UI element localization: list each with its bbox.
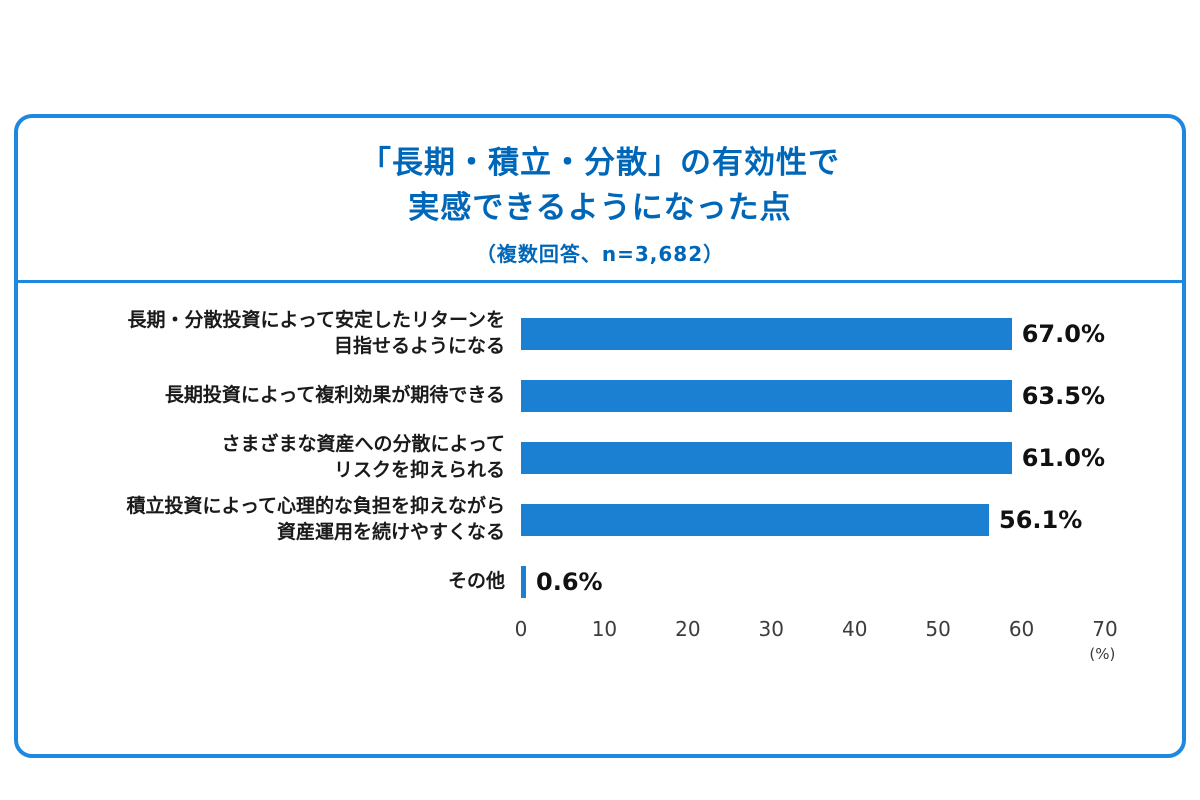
category-label: 積立投資によって心理的な負担を抑えながら 資産運用を続けやすくなる [126, 495, 505, 543]
bar-row: その他 0.6% [18, 553, 1182, 611]
bar [521, 380, 1012, 412]
x-axis: 0 10 20 30 40 50 60 70 (%) [515, 617, 1118, 677]
x-tick-50: 50 [925, 617, 951, 641]
x-tick-0: 0 [514, 617, 528, 641]
bar [521, 442, 1012, 474]
bar-track: 67.0% [521, 318, 1105, 350]
x-tick-20: 20 [675, 617, 701, 641]
bar-value-label: 67.0% [1021, 320, 1105, 348]
bar-row: さまざまな資産への分散によって リスクを抑えられる 61.0% [18, 429, 1182, 487]
bar-chart: 長期・分散投資によって安定したリターンを 目指せるようになる 67.0% 長期投資に… [18, 283, 1182, 677]
chart-subtitle: （複数回答、n=3,682） [475, 242, 725, 267]
bar-row: 長期投資によって複利効果が期待できる 63.5% [18, 367, 1182, 425]
category-label: さまざまな資産への分散によって リスクを抑えられる [221, 433, 505, 481]
bar-track: 0.6% [521, 566, 1105, 598]
x-tick-10: 10 [591, 617, 618, 641]
chart-card: 「長期・積立・分散」の有効性で 実感できるようになった点 （複数回答、n=3,6… [14, 114, 1186, 758]
x-tick-30: 30 [758, 617, 785, 641]
bar-track: 63.5% [521, 380, 1105, 412]
x-tick-70: 70 [1092, 617, 1118, 641]
bar [521, 504, 990, 536]
bar-value-label: 0.6% [536, 568, 603, 596]
category-label: 長期投資によって複利効果が期待できる [164, 384, 505, 407]
header-divider [18, 280, 1182, 283]
chart-title-line2: 実感できるようになった点 [408, 189, 792, 226]
chart-header: 「長期・積立・分散」の有効性で 実感できるようになった点 （複数回答、n=3,6… [18, 118, 1182, 280]
bar-track: 56.1% [521, 504, 1105, 536]
x-tick-40: 40 [841, 617, 868, 641]
x-axis-unit: (%) [1089, 645, 1116, 663]
bar [521, 318, 1012, 350]
bar-track: 61.0% [521, 442, 1105, 474]
bar-rows: 長期・分散投資によって安定したリターンを 目指せるようになる 67.0% 長期投資に… [18, 305, 1182, 611]
x-tick-60: 60 [1008, 617, 1035, 641]
bar-row: 積立投資によって心理的な負担を抑えながら 資産運用を続けやすくなる 56.1% [18, 491, 1182, 549]
bar [521, 566, 526, 598]
bar-value-label: 56.1% [999, 506, 1083, 534]
bar-value-label: 63.5% [1021, 382, 1105, 410]
category-label: 長期・分散投資によって安定したリターンを 目指せるようになる [127, 309, 505, 357]
bar-value-label: 61.0% [1021, 444, 1105, 472]
chart-title: 「長期・積立・分散」の有効性で 実感できるようになった点 [360, 141, 840, 231]
bar-row: 長期・分散投資によって安定したリターンを 目指せるようになる 67.0% [18, 305, 1182, 363]
chart-title-line1: 「長期・積立・分散」の有効性で [360, 144, 840, 181]
category-label: その他 [447, 570, 505, 593]
